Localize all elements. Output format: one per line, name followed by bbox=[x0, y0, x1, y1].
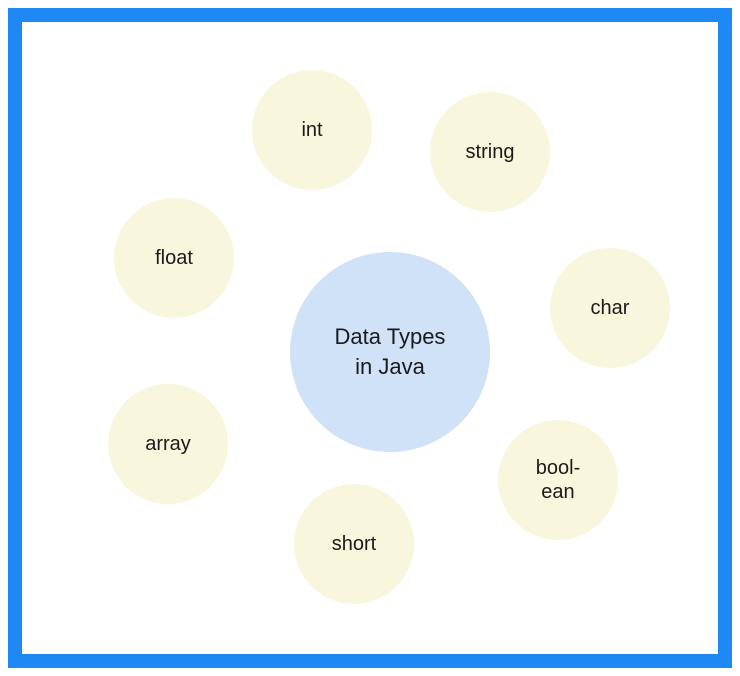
diagram-frame: Data Typesin Java int string float char … bbox=[0, 0, 740, 676]
node-int-label: int bbox=[301, 118, 322, 142]
node-array-label: array bbox=[145, 432, 191, 456]
node-float-label: float bbox=[155, 246, 193, 270]
node-string: string bbox=[430, 92, 550, 212]
node-float: float bbox=[114, 198, 234, 318]
node-short: short bbox=[294, 484, 414, 604]
node-boolean-label: bool-ean bbox=[536, 456, 580, 504]
center-label: Data Typesin Java bbox=[335, 322, 446, 381]
node-string-label: string bbox=[466, 140, 515, 164]
node-char: char bbox=[550, 248, 670, 368]
node-boolean: bool-ean bbox=[498, 420, 618, 540]
center-node: Data Typesin Java bbox=[290, 252, 490, 452]
diagram-canvas: Data Typesin Java int string float char … bbox=[22, 22, 718, 654]
node-int: int bbox=[252, 70, 372, 190]
node-char-label: char bbox=[591, 296, 630, 320]
node-array: array bbox=[108, 384, 228, 504]
node-short-label: short bbox=[332, 532, 376, 556]
